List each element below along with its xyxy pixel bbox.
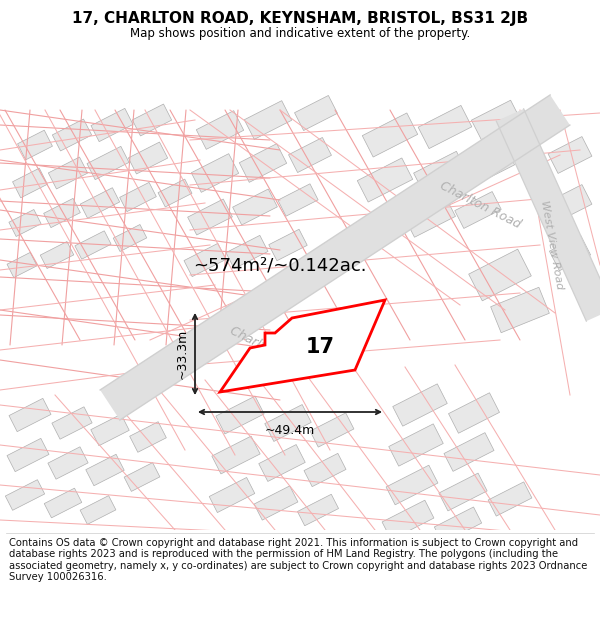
Polygon shape [548,184,592,221]
Polygon shape [220,300,385,392]
Polygon shape [91,108,133,142]
Text: West View Road: West View Road [539,200,565,290]
Polygon shape [17,130,52,160]
Polygon shape [269,229,307,261]
Polygon shape [444,432,494,471]
Polygon shape [48,447,88,479]
Polygon shape [418,106,472,149]
Text: ~49.4m: ~49.4m [265,424,315,437]
Polygon shape [196,111,244,149]
Polygon shape [304,453,346,487]
Polygon shape [130,422,166,452]
Text: Charlton Road: Charlton Road [437,179,523,231]
Polygon shape [119,182,157,212]
Polygon shape [362,113,418,157]
Polygon shape [491,288,550,332]
Polygon shape [550,235,590,271]
Polygon shape [87,146,129,179]
Polygon shape [496,109,600,321]
Polygon shape [212,436,260,474]
Text: Contains OS data © Crown copyright and database right 2021. This information is : Contains OS data © Crown copyright and d… [9,538,587,582]
Polygon shape [124,462,160,491]
Polygon shape [7,253,37,278]
Polygon shape [158,179,192,207]
Polygon shape [389,424,443,466]
Polygon shape [393,384,447,426]
Polygon shape [488,482,532,516]
Text: 17, CHARLTON ROAD, KEYNSHAM, BRISTOL, BS31 2JB: 17, CHARLTON ROAD, KEYNSHAM, BRISTOL, BS… [72,11,528,26]
Polygon shape [386,465,438,505]
Polygon shape [265,404,311,441]
Polygon shape [100,95,570,420]
Polygon shape [289,138,331,172]
Text: 17: 17 [305,337,335,357]
Polygon shape [472,100,521,140]
Polygon shape [80,188,119,218]
Polygon shape [75,231,111,259]
Polygon shape [52,407,92,439]
Polygon shape [13,168,47,198]
Polygon shape [91,414,129,446]
Polygon shape [113,224,147,251]
Text: ~33.3m: ~33.3m [176,329,189,379]
Polygon shape [44,198,80,228]
Text: ~574m²/~0.142ac.: ~574m²/~0.142ac. [193,256,367,274]
Polygon shape [233,189,277,225]
Text: Charlton Road: Charlton Road [227,324,313,376]
Polygon shape [5,480,44,510]
Polygon shape [439,473,487,511]
Polygon shape [469,249,532,301]
Polygon shape [188,199,232,235]
Polygon shape [244,101,292,139]
Polygon shape [191,154,239,192]
Polygon shape [310,413,354,447]
Polygon shape [357,158,413,202]
Polygon shape [52,119,92,151]
Polygon shape [254,486,298,520]
Polygon shape [49,157,88,189]
Polygon shape [9,398,51,432]
Polygon shape [86,454,124,486]
Polygon shape [413,151,466,192]
Polygon shape [434,507,482,543]
Polygon shape [382,500,434,540]
Polygon shape [548,137,592,173]
Polygon shape [404,197,455,238]
Polygon shape [9,209,41,236]
Polygon shape [259,444,305,481]
Polygon shape [226,236,268,269]
Polygon shape [40,241,74,269]
Text: Map shows position and indicative extent of the property.: Map shows position and indicative extent… [130,27,470,39]
Polygon shape [455,191,501,229]
Polygon shape [295,96,337,131]
Polygon shape [466,145,515,185]
Polygon shape [133,104,172,136]
Polygon shape [216,396,264,434]
Polygon shape [278,184,318,216]
Polygon shape [128,142,167,174]
Polygon shape [7,438,49,472]
Polygon shape [352,204,404,246]
Polygon shape [184,243,226,277]
Polygon shape [80,496,116,524]
Polygon shape [209,478,255,512]
Polygon shape [44,488,82,518]
Polygon shape [298,494,338,526]
Polygon shape [239,144,287,182]
Polygon shape [449,392,499,433]
